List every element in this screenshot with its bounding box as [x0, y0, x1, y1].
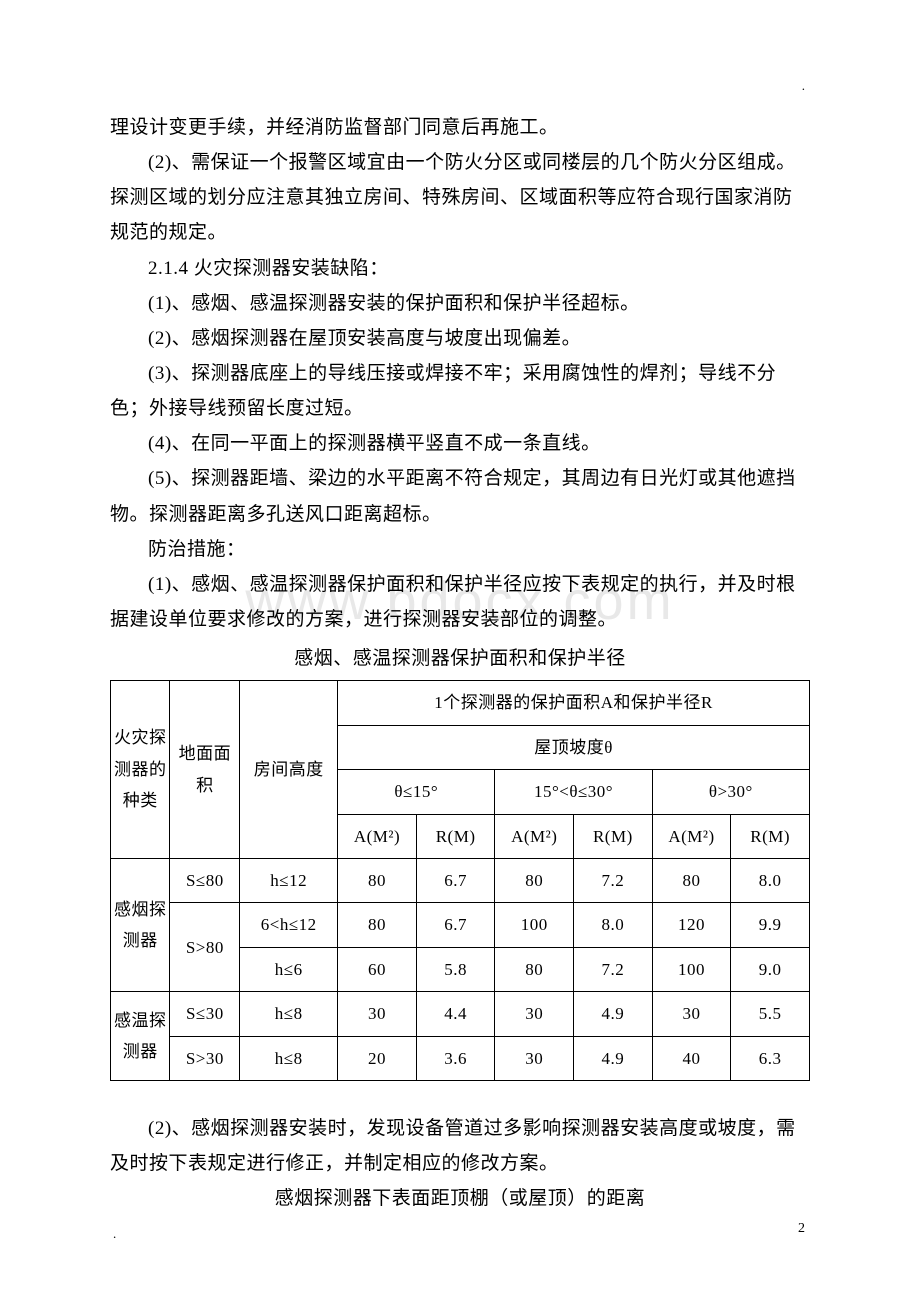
cell-r2: 7.2 [574, 947, 653, 991]
header-R: R(M) [574, 814, 653, 858]
table-header-row: 火灾探测器的种类 地面面积 房间高度 1个探测器的保护面积A和保护半径R [111, 681, 810, 725]
cell-a3: 40 [652, 1036, 731, 1080]
cell-r3: 5.5 [731, 992, 810, 1036]
cell-r2: 4.9 [574, 992, 653, 1036]
cell-a2: 80 [495, 947, 574, 991]
header-R: R(M) [731, 814, 810, 858]
top-right-dot: . [802, 78, 805, 94]
cell-a1: 20 [338, 1036, 417, 1080]
cell-area: S≤30 [170, 992, 240, 1036]
cell-r3: 9.9 [731, 903, 810, 947]
header-type: 火灾探测器的种类 [111, 681, 170, 859]
cell-a3: 120 [652, 903, 731, 947]
defect-item-3: (3)、探测器底座上的导线压接或焊接不牢；采用腐蚀性的焊剂；导线不分色；外接导线… [110, 356, 810, 426]
cell-r2: 8.0 [574, 903, 653, 947]
cell-height: h≤8 [240, 992, 338, 1036]
header-R: R(M) [416, 814, 495, 858]
bottom-left-dot: . [113, 1226, 116, 1242]
table-row: S>80 6<h≤12 80 6.7 100 8.0 120 9.9 [111, 903, 810, 947]
section-heading: 2.1.4 火灾探测器安装缺陷： [110, 251, 810, 286]
table-title: 感烟、感温探测器保护面积和保护半径 [110, 641, 810, 676]
header-A: A(M²) [652, 814, 731, 858]
prevention-heading: 防治措施： [110, 532, 810, 567]
page-number: 2 [798, 1221, 805, 1237]
cell-height: h≤8 [240, 1036, 338, 1080]
prevention-item-1: (1)、感烟、感温探测器保护面积和保护半径应按下表规定的执行，并及时根据建设单位… [110, 567, 810, 637]
cell-r2: 4.9 [574, 1036, 653, 1080]
paragraph-continuation: 理设计变更手续，并经消防监督部门同意后再施工。 [110, 110, 810, 145]
cell-a3: 100 [652, 947, 731, 991]
header-slope: 屋顶坡度θ [338, 725, 810, 769]
header-area: 地面面积 [170, 681, 240, 859]
cell-area: S>80 [170, 903, 240, 992]
header-slope3: θ>30° [652, 770, 809, 814]
cell-r1: 3.6 [416, 1036, 495, 1080]
header-main: 1个探测器的保护面积A和保护半径R [338, 681, 810, 725]
paragraph-item-2: (2)、需保证一个报警区域宜由一个防火分区或同楼层的几个防火分区组成。探测区域的… [110, 145, 810, 250]
table-row: 感温探测器 S≤30 h≤8 30 4.4 30 4.9 30 5.5 [111, 992, 810, 1036]
cell-height: h≤12 [240, 859, 338, 903]
table-row: 感烟探测器 S≤80 h≤12 80 6.7 80 7.2 80 8.0 [111, 859, 810, 903]
header-A: A(M²) [338, 814, 417, 858]
cell-r1: 4.4 [416, 992, 495, 1036]
cell-a1: 30 [338, 992, 417, 1036]
cell-a2: 100 [495, 903, 574, 947]
cell-a2: 30 [495, 992, 574, 1036]
cell-type: 感温探测器 [111, 992, 170, 1081]
cell-a1: 60 [338, 947, 417, 991]
defect-item-1: (1)、感烟、感温探测器安装的保护面积和保护半径超标。 [110, 286, 810, 321]
defect-item-2: (2)、感烟探测器在屋顶安装高度与坡度出现偏差。 [110, 321, 810, 356]
table-row: S>30 h≤8 20 3.6 30 4.9 40 6.3 [111, 1036, 810, 1080]
detector-protection-table: 火灾探测器的种类 地面面积 房间高度 1个探测器的保护面积A和保护半径R 屋顶坡… [110, 680, 810, 1081]
cell-height: 6<h≤12 [240, 903, 338, 947]
header-slope1: θ≤15° [338, 770, 495, 814]
cell-a1: 80 [338, 903, 417, 947]
header-A: A(M²) [495, 814, 574, 858]
cell-r3: 6.3 [731, 1036, 810, 1080]
cell-a3: 30 [652, 992, 731, 1036]
cell-type: 感烟探测器 [111, 859, 170, 992]
cell-a2: 30 [495, 1036, 574, 1080]
cell-r3: 8.0 [731, 859, 810, 903]
cell-height: h≤6 [240, 947, 338, 991]
cell-r1: 6.7 [416, 859, 495, 903]
defect-item-5: (5)、探测器距墙、梁边的水平距离不符合规定，其周边有日光灯或其他遮挡物。探测器… [110, 461, 810, 531]
table2-title: 感烟探测器下表面距顶棚（或屋顶）的距离 [110, 1181, 810, 1216]
cell-r1: 6.7 [416, 903, 495, 947]
document-body: 理设计变更手续，并经消防监督部门同意后再施工。 (2)、需保证一个报警区域宜由一… [110, 110, 810, 1217]
cell-r3: 9.0 [731, 947, 810, 991]
header-height: 房间高度 [240, 681, 338, 859]
defect-item-4: (4)、在同一平面上的探测器横平竖直不成一条直线。 [110, 426, 810, 461]
cell-area: S≤80 [170, 859, 240, 903]
cell-area: S>30 [170, 1036, 240, 1080]
cell-r2: 7.2 [574, 859, 653, 903]
cell-a2: 80 [495, 859, 574, 903]
cell-r1: 5.8 [416, 947, 495, 991]
cell-a1: 80 [338, 859, 417, 903]
prevention-item-2: (2)、感烟探测器安装时，发现设备管道过多影响探测器安装高度或坡度，需及时按下表… [110, 1111, 810, 1181]
cell-a3: 80 [652, 859, 731, 903]
header-slope2: 15°<θ≤30° [495, 770, 652, 814]
